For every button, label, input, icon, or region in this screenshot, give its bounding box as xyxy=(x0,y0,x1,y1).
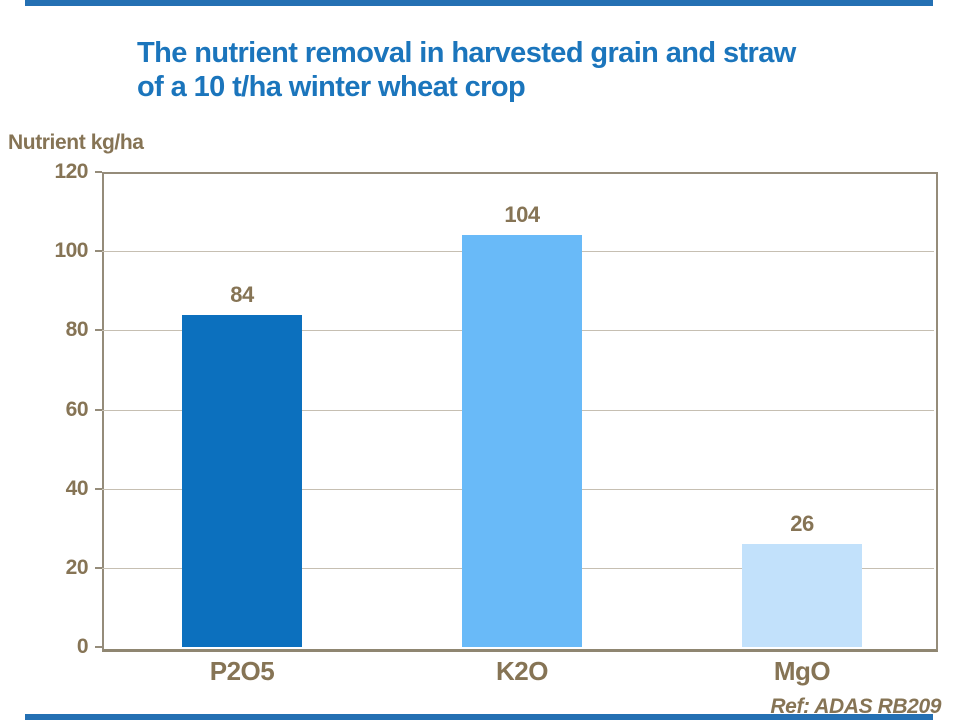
y-tick-label: 0 xyxy=(76,635,89,658)
bottom-border-rule xyxy=(25,714,933,720)
y-tick-mark xyxy=(95,329,102,332)
value-label: 84 xyxy=(230,281,254,307)
y-tick-mark xyxy=(95,408,102,411)
y-tick-label: 40 xyxy=(65,476,89,500)
y-tick-label: 120 xyxy=(54,160,88,183)
y-axis-title: Nutrient kg/ha xyxy=(8,131,144,154)
value-label: 26 xyxy=(790,511,814,537)
y-tick-mark xyxy=(95,566,102,569)
value-label: 104 xyxy=(504,202,540,228)
chart-title: The nutrient removal in harvested grain … xyxy=(137,36,796,104)
category-label: K2O xyxy=(496,656,548,686)
y-tick-mark xyxy=(95,487,102,490)
y-tick-mark xyxy=(95,250,102,253)
category-label: MgO xyxy=(773,656,831,686)
y-tick-label: 20 xyxy=(65,555,89,579)
y-tick-mark xyxy=(95,646,102,648)
bar-k2o xyxy=(462,235,582,647)
bar-p2o5 xyxy=(182,314,302,647)
chart-title-line1: The nutrient removal in harvested grain … xyxy=(137,37,796,69)
bar-mgo xyxy=(742,544,862,647)
source-reference: Ref: ADAS RB209 xyxy=(770,695,941,718)
top-border-rule xyxy=(25,0,933,6)
y-tick-label: 100 xyxy=(54,239,88,263)
chart-title-line2: of a 10 t/ha winter wheat crop xyxy=(137,71,526,103)
y-tick-mark xyxy=(95,171,102,173)
y-tick-label: 80 xyxy=(65,318,89,342)
y-tick-label: 60 xyxy=(65,397,89,421)
category-label: P2O5 xyxy=(209,656,275,686)
